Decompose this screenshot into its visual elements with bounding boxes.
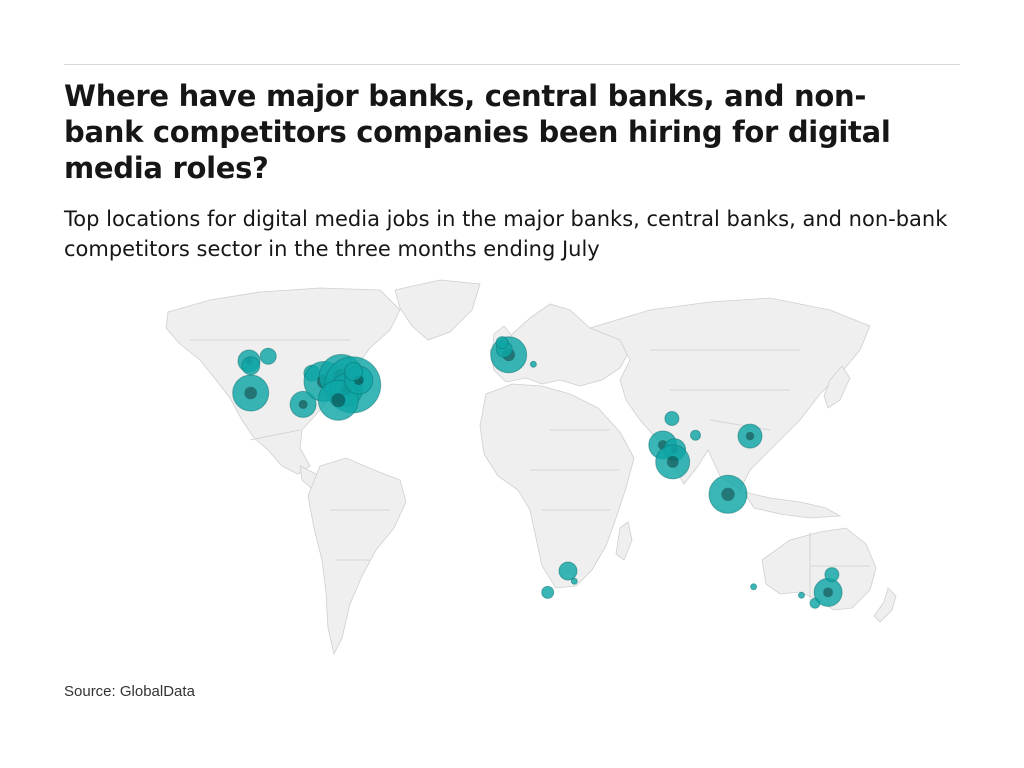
location-bubble-3 xyxy=(241,356,261,376)
africa-land xyxy=(479,383,635,589)
indonesia-land xyxy=(743,491,842,519)
location-bubble-19 xyxy=(690,429,701,441)
source-note: Source: GlobalData xyxy=(64,683,195,700)
location-bubble-core-24 xyxy=(721,487,735,501)
new-zealand-land xyxy=(873,587,897,623)
location-bubble-core-23 xyxy=(745,431,755,441)
madagascar-land xyxy=(615,521,633,561)
land-layer xyxy=(165,279,897,656)
location-bubble-29 xyxy=(798,591,805,599)
location-bubble-27 xyxy=(541,585,555,599)
location-bubble-26 xyxy=(570,577,578,585)
location-bubble-25 xyxy=(558,561,578,581)
location-bubble-24 xyxy=(708,474,748,514)
location-bubble-core-11 xyxy=(331,393,346,408)
location-bubble-5 xyxy=(289,390,317,418)
chart-subtitle: Top locations for digital media jobs in … xyxy=(64,207,948,261)
location-bubble-4 xyxy=(259,347,277,365)
location-bubble-17 xyxy=(529,360,537,368)
borders-layer xyxy=(190,339,870,600)
top-divider xyxy=(64,64,960,65)
japan-land xyxy=(823,365,851,409)
north-america-land xyxy=(165,287,401,475)
location-bubble-23 xyxy=(737,423,763,449)
location-bubble-32 xyxy=(824,567,840,583)
location-bubble-core-5 xyxy=(298,399,308,409)
location-bubble-18 xyxy=(664,411,680,426)
location-bubble-core-1 xyxy=(244,386,257,400)
australia-land xyxy=(761,527,877,611)
location-bubble-13 xyxy=(344,362,363,381)
location-bubble-22 xyxy=(655,444,691,480)
chart-title: Where have major banks, central banks, a… xyxy=(64,79,891,185)
location-bubble-28 xyxy=(750,583,758,591)
south-america-land xyxy=(307,457,407,656)
europe-land xyxy=(489,303,631,387)
world-map xyxy=(165,279,897,656)
location-bubble-16 xyxy=(495,336,509,350)
location-bubble-11 xyxy=(317,379,359,421)
location-bubble-core-22 xyxy=(666,456,679,468)
location-bubble-core-31 xyxy=(823,587,833,598)
greenland-land xyxy=(394,279,481,341)
bubble-layer xyxy=(232,336,843,609)
